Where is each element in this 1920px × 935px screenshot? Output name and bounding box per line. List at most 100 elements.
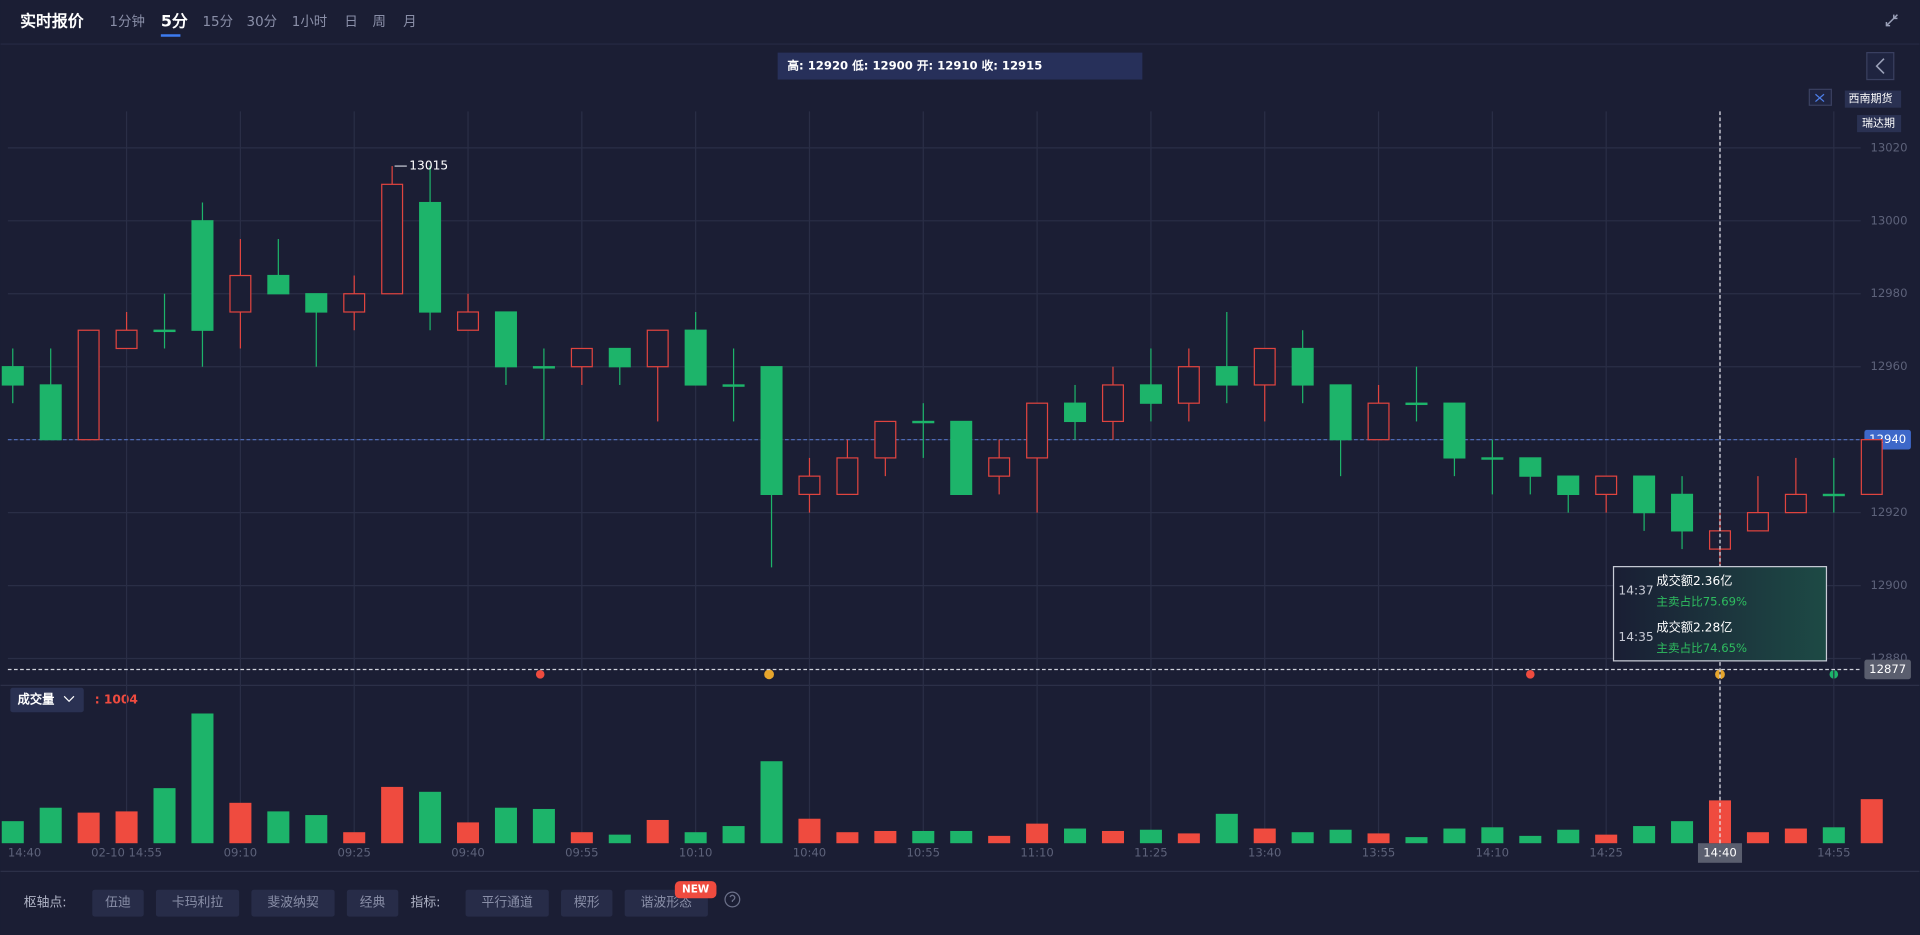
x-tick-label: 13:40 [1248,846,1281,860]
toolbar-button-label[interactable]: 伍迪 [105,896,131,911]
legend-entry[interactable]: 西南期货 [1848,91,1892,105]
timeframe-tab[interactable]: 1小时 [292,14,327,30]
volume-bar [608,834,631,844]
tooltip-amount: 成交额2.36亿 [1656,573,1732,588]
x-tick-label: 09:25 [337,846,370,860]
volume-bar [1291,832,1314,844]
y-tick-label: 12960 [1871,359,1908,373]
new-badge-label: NEW [682,884,710,896]
candle-body [1405,402,1428,406]
candle-body [1671,493,1694,532]
volume-bar [1367,833,1390,844]
toolbar-button[interactable] [155,889,240,917]
volume-bar [950,830,973,844]
x-tick-label: 02-10 14:55 [91,846,162,860]
y-tick-label: 13000 [1871,213,1908,227]
toolbar-button[interactable] [465,889,549,917]
page-title: 实时报价 [20,12,84,31]
timeframe-tab[interactable]: 5分 [161,12,188,31]
x-tick-label: 09:10 [224,846,257,860]
legend-entry[interactable]: 瑞达期 [1862,116,1895,130]
tooltip-time: 14:37 [1618,584,1653,598]
volume-bar [1633,826,1656,844]
candle-body [532,366,555,369]
timeframe-tab[interactable]: 日 [344,15,357,30]
help-glyph [729,894,736,902]
help-icon[interactable] [724,891,741,908]
volume-bar [912,830,935,844]
volume-bar [39,807,62,844]
toolbar-button-label[interactable]: 经典 [360,896,386,911]
x-tick-label: 14:55 [1817,846,1850,860]
candle-body [1064,402,1087,423]
volume-bar [1101,830,1124,844]
volume-dropdown[interactable] [10,687,84,713]
legend-box [1857,115,1902,133]
timeframe-tab[interactable]: 30分 [247,14,278,30]
toolbar-button[interactable] [251,889,335,917]
tooltip-ratio: 主卖占比74.65% [1656,641,1747,655]
y-tick-label: 12900 [1871,578,1908,592]
toolbar-button-label[interactable]: 谐波形态 [641,896,693,911]
volume-bar [343,832,366,844]
volume-bar [1329,829,1352,844]
candle-body [684,329,707,386]
x-tick-label: 11:25 [1134,846,1167,860]
volume-bar [419,791,442,844]
volume-bar [722,826,745,844]
low-line-badge [1864,659,1911,680]
candle-body [798,475,821,495]
volume-bar [1443,828,1466,844]
candle-body [1595,475,1618,495]
volume-bar [191,713,214,844]
candle-body [1633,475,1656,514]
volume-bar [1671,821,1694,844]
candle-body [1215,366,1238,386]
volume-bar [1481,827,1504,844]
percent-glyph [1815,93,1825,103]
toolbar-button-label[interactable]: 平行通道 [481,896,533,911]
ohlc-box [777,52,1143,80]
toolbar-button[interactable] [561,889,613,917]
candle-body [77,329,100,441]
candle-body [760,366,783,495]
candle-body [874,420,897,459]
x-tick-label: 11:10 [1020,846,1053,860]
candle-body [1,366,24,386]
volume-bar [760,761,783,844]
volume-bar [798,818,821,844]
tooltip-ratio: 主卖占比75.69% [1656,595,1747,609]
candle-body [988,457,1011,477]
volume-bar [836,832,859,844]
x-tick-label: 09:40 [451,846,484,860]
candle-body [1822,493,1845,497]
volume-bar [1860,799,1883,844]
toolbar-button-label[interactable]: 楔形 [574,896,600,911]
volume-bar [305,815,328,844]
candle-body [381,183,404,295]
volume-bar [646,819,669,844]
toolbar-button-label[interactable]: 卡玛利拉 [172,896,224,911]
candle-body [1177,366,1200,404]
candle-body [570,347,593,368]
collapse-icon[interactable] [1885,14,1898,27]
new-badge [674,881,717,899]
back-button[interactable] [1866,52,1895,81]
tooltip-time: 14:35 [1618,630,1653,644]
tooltip-amount: 成交额2.28亿 [1656,619,1732,634]
timeframe-tab[interactable]: 月 [403,15,416,30]
candle-body [1101,384,1124,423]
volume-bar [684,832,707,844]
toolbar-button[interactable] [346,889,399,917]
candle-body [1481,457,1504,460]
low-line-label: 12877 [1869,662,1906,676]
volume-bar [1557,829,1580,844]
timeframe-tab[interactable]: 15分 [202,14,233,30]
toolbar-button-label[interactable]: 斐波纳契 [267,896,319,911]
timeframe-tab[interactable]: 1分钟 [109,13,144,30]
volume-bar [1253,828,1276,844]
toolbar-button[interactable] [92,889,144,917]
timeframe-tab[interactable]: 周 [373,15,386,30]
candle-body [1443,402,1466,459]
